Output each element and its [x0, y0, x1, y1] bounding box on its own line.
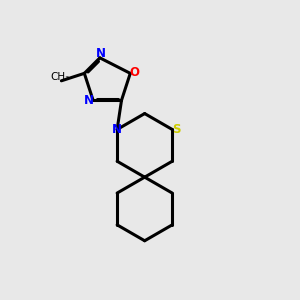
Text: S: S [172, 123, 181, 136]
Text: N: N [84, 94, 94, 107]
Text: O: O [129, 66, 139, 79]
Text: N: N [112, 123, 122, 136]
Text: CH₃: CH₃ [50, 72, 70, 82]
Text: N: N [95, 47, 105, 60]
